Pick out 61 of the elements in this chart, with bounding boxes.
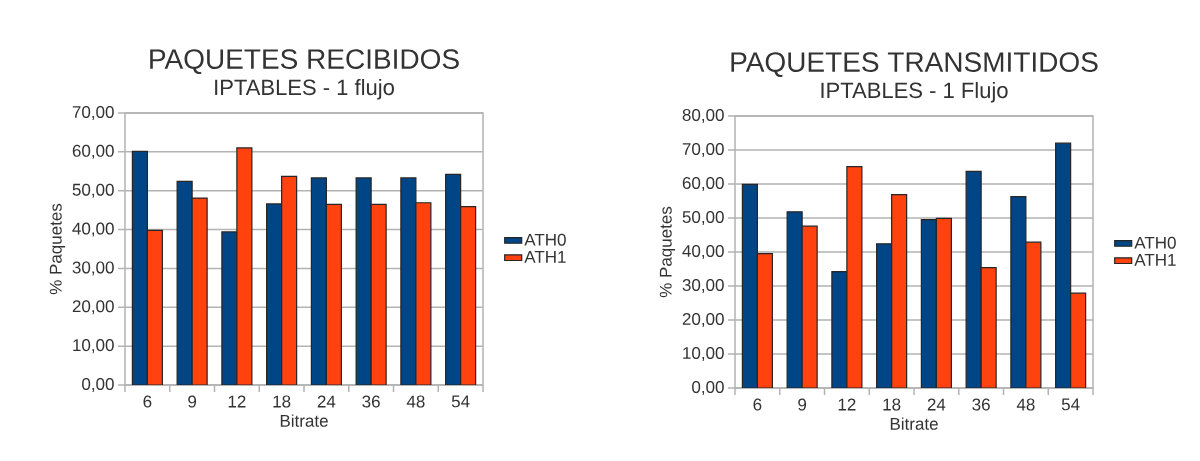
x-tick-label: 36 [362, 395, 380, 408]
bar [281, 175, 298, 385]
y-tick-label: 20,00 [682, 312, 724, 328]
y-tick-label: 40,00 [682, 244, 724, 260]
bar [132, 151, 148, 385]
x-axis-title: Bitrate [280, 414, 328, 427]
y-axis-title: % Paquetes [49, 203, 66, 295]
bar [741, 183, 758, 388]
x-tick-label: 12 [228, 395, 246, 408]
x-tick-label: 6 [753, 398, 762, 411]
y-tick-label: 10,00 [683, 346, 724, 362]
y-tick-label: 70,00 [682, 142, 724, 158]
x-tick-label: 18 [273, 395, 291, 408]
bar [310, 177, 327, 385]
legend-label: ATH0 [524, 233, 566, 246]
chart-title: PAQUETES TRANSMITIDOS [731, 52, 1098, 77]
x-tick-label: 6 [143, 395, 152, 408]
x-tick-label: 48 [406, 395, 425, 408]
x-axis-title: Bitrate [890, 417, 938, 430]
y-tick-label: 30,00 [72, 261, 114, 276]
x-tick-label: 24 [927, 398, 946, 411]
y-tick-label: 60,00 [682, 176, 724, 192]
y-tick-label: 30,00 [682, 278, 724, 294]
y-tick-label: 20,00 [72, 300, 114, 315]
chart-title: PAQUETES RECIBIDOS [150, 49, 459, 74]
bar [460, 206, 477, 385]
bar [1055, 142, 1072, 388]
legend-label: ATH0 [1134, 236, 1176, 249]
y-tick-label: 10,00 [73, 339, 114, 354]
bar [325, 203, 342, 385]
y-tick-label: 80,00 [682, 108, 724, 124]
x-tick-label: 24 [317, 395, 336, 408]
x-tick-label: 48 [1016, 398, 1035, 411]
bar [891, 193, 908, 388]
chart-subtitle: IPTABLES - 1 Flujo [821, 81, 1008, 103]
y-tick-label: 40,00 [72, 222, 114, 237]
bar [445, 173, 462, 385]
bar [920, 219, 937, 388]
x-tick-label: 54 [1061, 398, 1080, 411]
y-tick-label: 50,00 [682, 210, 724, 226]
bar [147, 230, 163, 385]
bar [876, 243, 893, 388]
legend-label: ATH1 [1134, 254, 1176, 266]
legend-label: ATH1 [524, 251, 566, 263]
y-axis-title: % Paquetes [659, 206, 676, 298]
y-tick-label: 0,00 [692, 380, 724, 396]
x-tick-label: 9 [188, 395, 197, 408]
bar [1070, 292, 1087, 388]
x-tick-label: 9 [798, 398, 807, 411]
bar [266, 203, 283, 385]
x-tick-label: 36 [972, 398, 990, 411]
chart-subtitle: IPTABLES - 1 flujo [215, 78, 394, 100]
x-tick-label: 18 [883, 398, 901, 411]
y-tick-label: 0,00 [82, 377, 114, 393]
bar [756, 253, 773, 388]
y-tick-label: 70,00 [72, 105, 114, 121]
bar [935, 217, 952, 388]
x-tick-label: 12 [838, 398, 856, 411]
y-tick-label: 50,00 [72, 183, 114, 198]
x-tick-label: 54 [451, 395, 470, 408]
y-tick-label: 60,00 [72, 144, 114, 159]
